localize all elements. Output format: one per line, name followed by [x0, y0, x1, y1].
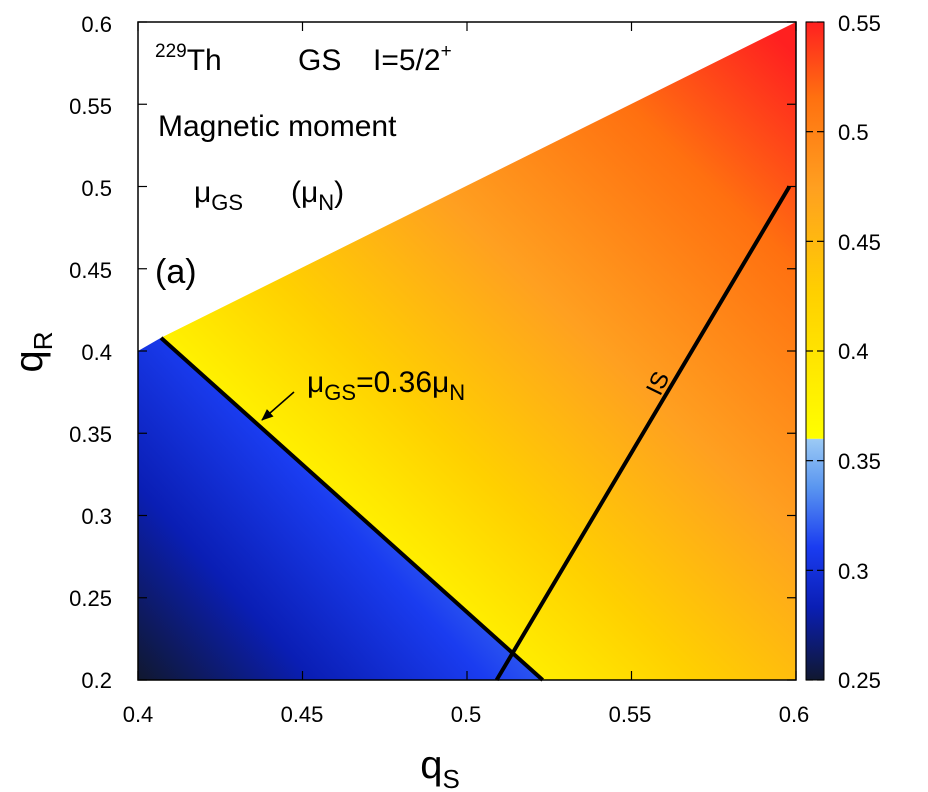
- x-axis-label-sub: S: [442, 764, 459, 792]
- contour-label-sub: GS: [324, 380, 356, 405]
- colorbar-tick-label: 0.5: [838, 120, 869, 145]
- x-tick-label: 0.6: [779, 702, 810, 727]
- subtitle-annotation: Magnetic moment: [158, 110, 397, 143]
- x-tick-label: 0.5: [451, 702, 482, 727]
- colorbar-tick-label: 0.3: [838, 559, 869, 584]
- heatmap-low-region: [138, 337, 543, 680]
- quantity-annotation: μGS (μN): [194, 176, 344, 215]
- quantity-symbol: μ: [194, 176, 211, 209]
- y-tick-label: 0.5: [81, 176, 112, 201]
- y-tick-labels: 0.2 0.25 0.3 0.35 0.4 0.45 0.5 0.55 0.6: [69, 12, 112, 693]
- x-tick-label: 0.55: [609, 702, 652, 727]
- colorbar-low: [806, 438, 824, 680]
- contour-arrow: [261, 391, 295, 421]
- x-axis-label: qS: [420, 743, 460, 792]
- y-tick-label: 0.25: [69, 586, 112, 611]
- contour-label-eq: =0.36μ: [356, 366, 449, 399]
- panel-label: (a): [155, 253, 197, 291]
- contour-label: μGS=0.36μN: [307, 366, 465, 405]
- colorbar-tick-label: 0.4: [838, 339, 869, 364]
- colorbar-tick-label: 0.35: [838, 449, 881, 474]
- colorbar-tick-marks: [806, 21, 824, 681]
- y-axis-label: qR: [7, 331, 58, 372]
- y-tick-label: 0.45: [69, 258, 112, 283]
- colorbar-tick-labels: 0.25 0.3 0.35 0.4 0.45 0.5 0.55: [838, 11, 881, 693]
- x-tick-labels: 0.4 0.45 0.5 0.55 0.6: [123, 702, 810, 727]
- x-axis-label-base: q: [420, 743, 442, 787]
- colorbar-high: [806, 22, 824, 439]
- contour-label-unit-sub: N: [449, 380, 465, 405]
- x-tick-label: 0.4: [123, 702, 154, 727]
- title-mass-number: 229: [155, 41, 187, 62]
- title-parity: +: [441, 41, 452, 62]
- y-tick-label: 0.2: [81, 668, 112, 693]
- y-axis-label-sub: R: [28, 331, 58, 350]
- y-axis-label-base: q: [7, 350, 51, 372]
- y-tick-label: 0.55: [69, 94, 112, 119]
- title-element: Th: [187, 44, 222, 77]
- tick-marks: [137, 21, 797, 681]
- y-tick-label: 0.35: [69, 422, 112, 447]
- colorbar-tick-label: 0.45: [838, 230, 881, 255]
- colorbar-tick-label: 0.25: [838, 668, 881, 693]
- y-tick-label: 0.6: [81, 12, 112, 37]
- quantity-unit-close: ): [334, 176, 344, 209]
- contour-line-0-36: [159, 336, 545, 682]
- x-tick-label: 0.45: [281, 702, 324, 727]
- contour-label-symbol: μ: [307, 366, 324, 399]
- title-annotation: 229Th GS I=5/2+: [155, 41, 452, 77]
- title-spin: I=5/2: [373, 44, 441, 77]
- colorbar-tick-label: 0.55: [838, 11, 881, 36]
- quantity-sub: GS: [211, 190, 243, 215]
- quantity-unit-open: (μ: [291, 176, 318, 209]
- y-tick-label: 0.3: [81, 504, 112, 529]
- quantity-unit-sub: N: [318, 190, 334, 215]
- title-state: GS: [298, 44, 341, 77]
- is-line: [494, 185, 792, 682]
- heatmap-high-region: [161, 22, 796, 680]
- y-tick-label: 0.4: [81, 340, 112, 365]
